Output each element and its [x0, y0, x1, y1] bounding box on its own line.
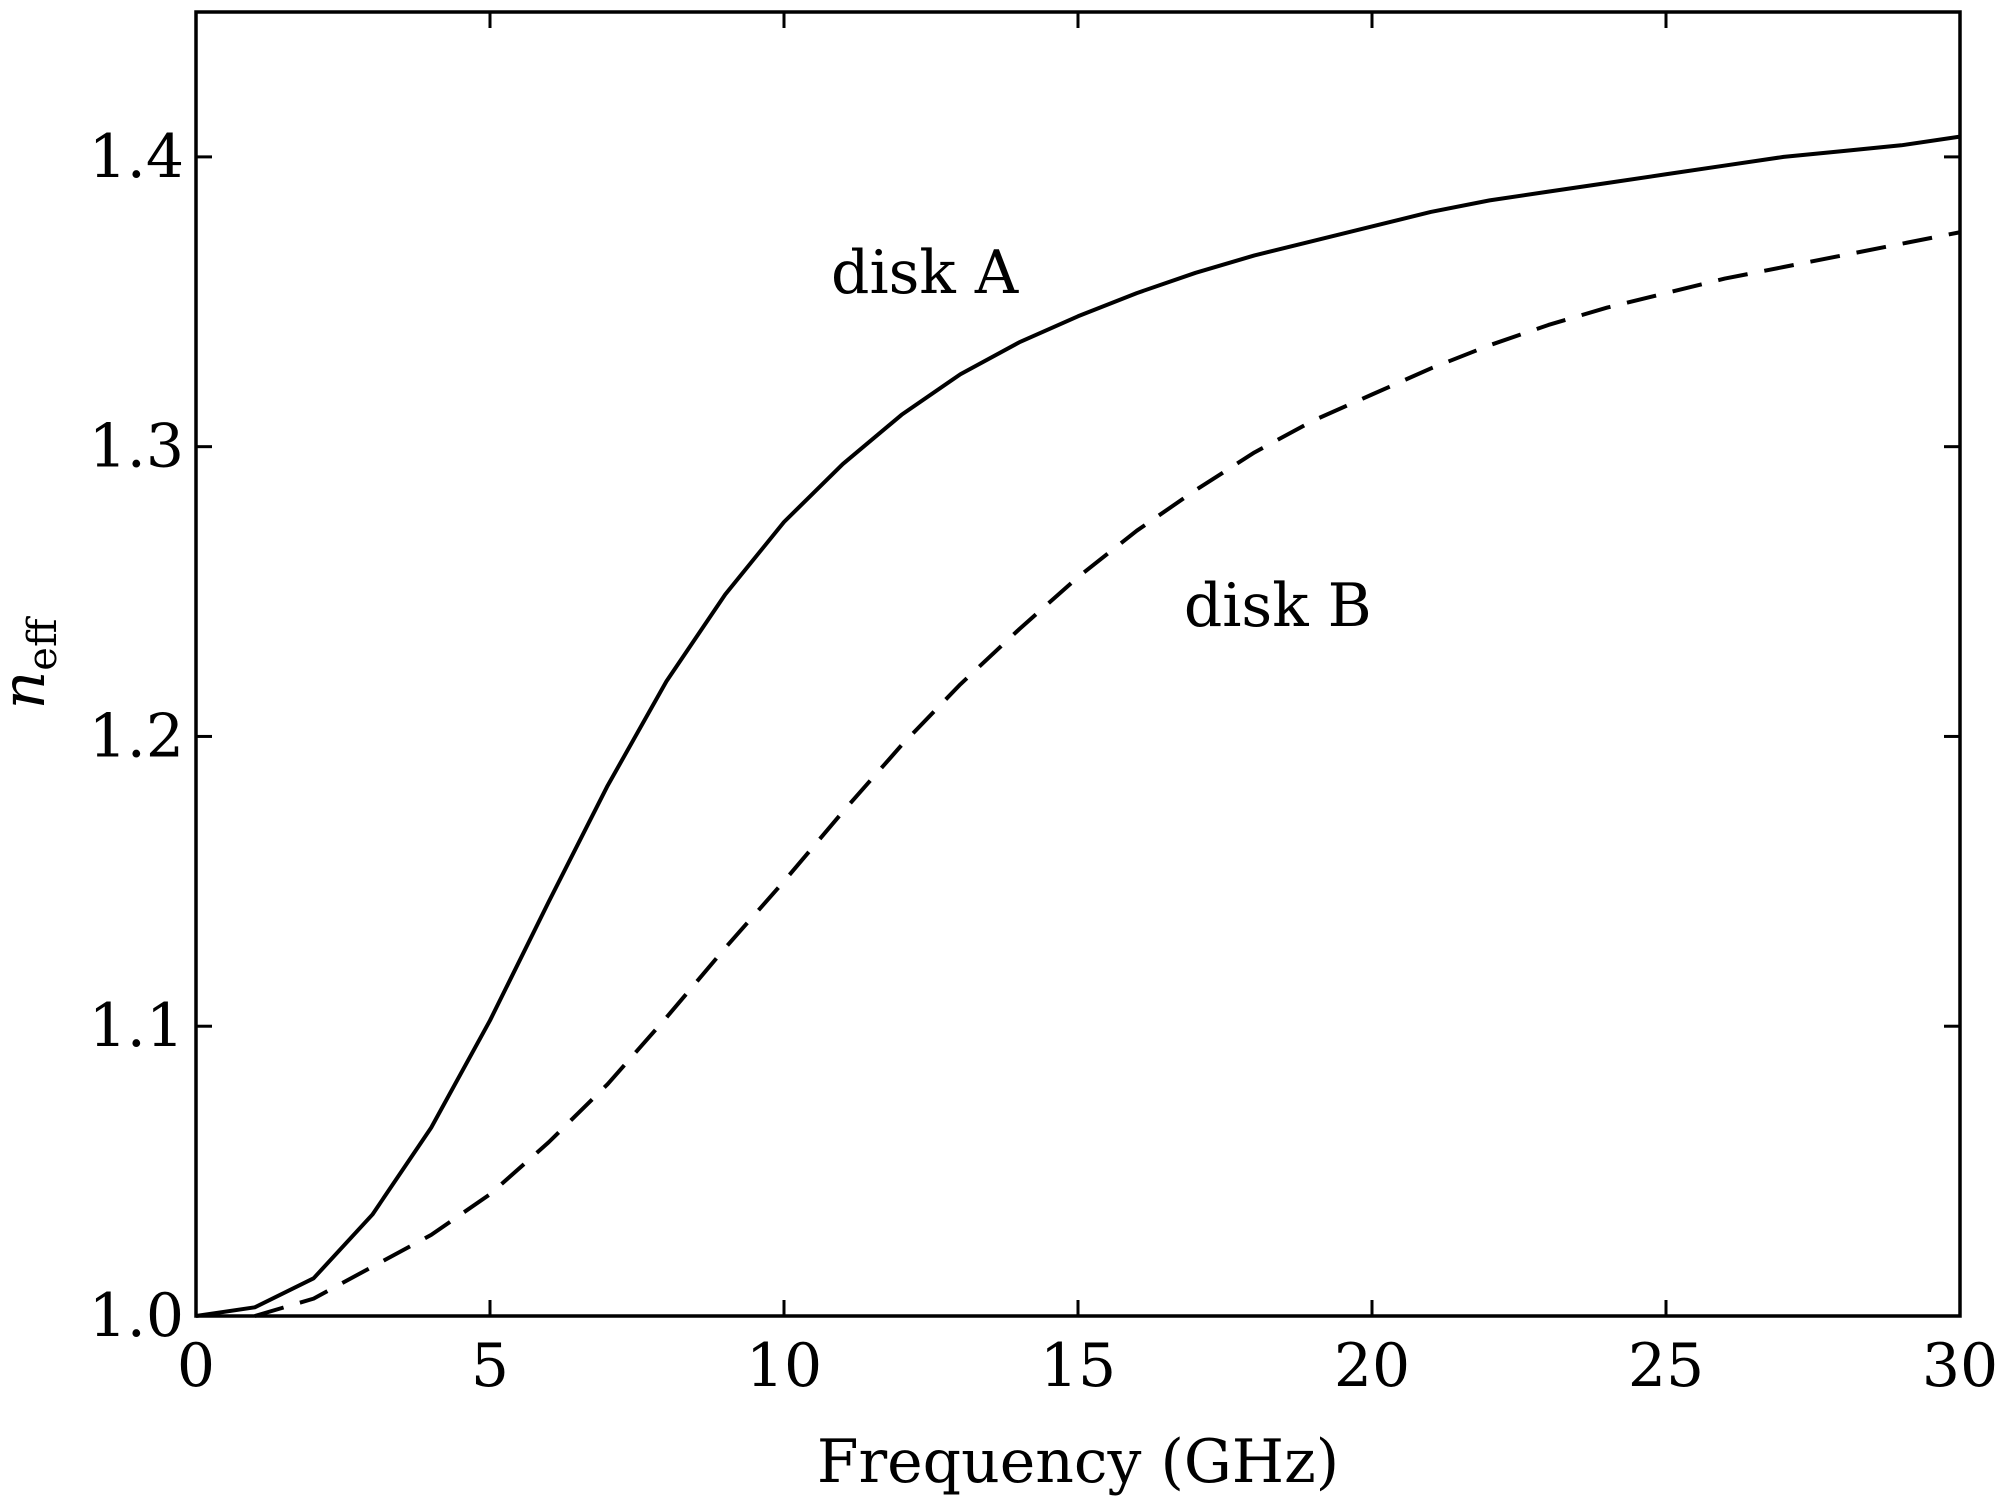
x-tick-label: 25	[1628, 1331, 1704, 1401]
plot-frame	[194, 10, 1962, 1318]
x-axis-label: Frequency (GHz)	[817, 1427, 1339, 1497]
series-line-1	[195, 134, 1961, 1318]
x-tick-label: 30	[1922, 1331, 1998, 1401]
y-axis-label-subscript: eff	[20, 616, 66, 671]
x-tick-label: 20	[1334, 1331, 1410, 1401]
series-layer	[195, 134, 1961, 1318]
annotation-label-2: disk B	[1184, 571, 1372, 641]
y-tick-label: 1.2	[89, 701, 184, 771]
series-line-2	[254, 230, 1961, 1318]
y-tick-label: 1.3	[89, 412, 184, 482]
y-axis-label-base: n	[0, 671, 59, 710]
y-tick-label: 1.0	[89, 1281, 184, 1351]
x-tick-label: 0	[177, 1331, 215, 1401]
y-tick-label: 1.1	[89, 991, 184, 1061]
annotation-label-1: disk A	[831, 238, 1019, 308]
x-tick-label: 15	[1040, 1331, 1116, 1401]
y-axis-label: neff	[0, 616, 66, 709]
x-tick-label: 5	[471, 1331, 509, 1401]
ticklabel-layer: 0 5 10 15 20 25 30 1.0 1.1 1.2 1.3 1.4	[89, 122, 1999, 1401]
y-tick-label: 1.4	[89, 122, 184, 192]
annotation-layer: disk A disk B	[831, 238, 1372, 641]
x-tick-label: 10	[746, 1331, 822, 1401]
